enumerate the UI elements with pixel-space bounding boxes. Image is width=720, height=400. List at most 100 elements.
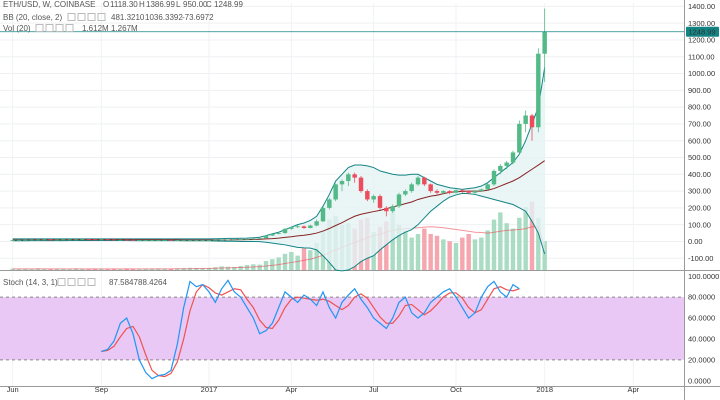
candle-body (352, 174, 357, 178)
bb-close-icon[interactable] (87, 13, 96, 21)
ohlc-low-label: L (176, 0, 181, 9)
candle-body (453, 190, 459, 193)
volume-bar (390, 212, 395, 270)
candle-body (206, 240, 212, 241)
bb-settings-icon[interactable] (77, 13, 86, 21)
price-tick-label: 1400.00 (688, 2, 715, 11)
volume-ma-line (12, 226, 546, 270)
candle-body (92, 239, 98, 241)
volume-bar (301, 248, 307, 270)
stoch-k-value: 87.5847 (109, 278, 138, 287)
candle-body (232, 239, 237, 241)
bb-eye-icon[interactable] (67, 13, 76, 21)
volume-bar (472, 239, 478, 270)
stoch-indicator-label[interactable]: Stoch (14, 3, 1) (3, 278, 58, 287)
volume-bar (510, 228, 516, 270)
price-tick-label: 100.00 (688, 220, 711, 229)
volume-bar (16, 268, 22, 270)
volume-bar (447, 241, 452, 270)
volume-bar (409, 237, 414, 270)
price-tick-label: 1300.00 (688, 19, 715, 28)
candle-body (35, 239, 41, 241)
candle-body (200, 240, 205, 241)
candle-body (42, 239, 47, 241)
candle-body (270, 233, 275, 236)
stoch-close-icon[interactable] (77, 278, 86, 286)
bollinger-band-fill (12, 67, 545, 271)
candle-body (187, 240, 193, 241)
candle-body (403, 191, 408, 195)
stoch-axis[interactable]: 100.0000 80.0000 60.0000 40.0000 20.0000 0.00… (688, 272, 719, 386)
volume-bar (130, 268, 136, 270)
ohlc-close-value: 1248.99 (214, 0, 243, 9)
volume-bar (542, 241, 547, 270)
time-tick-label: Jul (369, 385, 379, 394)
vol-close-icon[interactable] (55, 24, 64, 32)
candle-body (415, 177, 421, 185)
candle-body (295, 226, 300, 228)
volume-bar (396, 225, 402, 270)
stoch-band-fill (0, 297, 684, 360)
bb-indicator-label[interactable]: BB (20, close, 2) (3, 13, 62, 22)
volume-bar (289, 252, 294, 270)
candle-body (29, 239, 34, 241)
candle-body (48, 239, 53, 241)
candle-body (225, 239, 231, 241)
stoch-eye-icon[interactable] (57, 278, 66, 286)
symbol-title[interactable]: ETH/USD, W, COINBASE (3, 0, 95, 9)
candle-body (99, 239, 104, 241)
stoch-tick-label: 60.0000 (688, 314, 715, 323)
candle-body (358, 177, 364, 192)
stoch-more-icon[interactable] (87, 278, 96, 286)
candle-body (263, 235, 269, 239)
volume-bar (200, 268, 205, 270)
candle-body (529, 115, 535, 128)
volume-bar (48, 269, 53, 270)
candle-body (301, 226, 307, 229)
bb-more-icon[interactable] (97, 13, 106, 21)
volume-bar (453, 243, 459, 270)
candle-body (333, 184, 338, 200)
stoch-tick-label: 40.0000 (688, 335, 715, 344)
candle-body (143, 240, 148, 241)
vol-indicator-label[interactable]: Vol (20) (3, 24, 31, 33)
vol-more-icon[interactable] (65, 24, 74, 32)
price-tick-label: 600.00 (688, 136, 711, 145)
candle-body (422, 177, 427, 185)
candle-body (162, 239, 167, 241)
stoch-tick-label: 0.0000 (688, 376, 711, 385)
candle-body (54, 239, 60, 241)
volume-bar (384, 221, 389, 270)
candle-body (320, 207, 326, 222)
vol-indicator-buttons[interactable] (35, 24, 74, 32)
candle-body (523, 115, 528, 124)
time-tick-label: Apr (285, 385, 297, 394)
price-axis[interactable]: 1400.00 1300.00 1200.00 1100.00 1000.00 900.0… (688, 2, 715, 263)
volume-bar (479, 237, 484, 270)
volume-bar (485, 230, 490, 270)
stoch-tick-label: 20.0000 (688, 355, 715, 364)
vol-eye-icon[interactable] (35, 24, 44, 32)
volume-bar (504, 223, 509, 270)
candle-body (510, 152, 516, 163)
vol-settings-icon[interactable] (45, 24, 54, 32)
candlesticks[interactable] (10, 8, 547, 241)
bb-indicator-buttons[interactable] (67, 13, 106, 21)
stoch-settings-icon[interactable] (67, 278, 76, 286)
price-tick-label: 400.00 (688, 170, 711, 179)
time-axis[interactable]: Jun Sep 2017 Apr Jul Oct 2018 Apr (7, 385, 640, 394)
candle-body (10, 240, 15, 241)
candle-body (213, 239, 218, 241)
price-tick-label: 1200.00 (688, 36, 715, 45)
last-price-badge (686, 26, 719, 37)
stoch-d-value: 88.4264 (138, 278, 167, 287)
price-tick-label: -100.00 (688, 254, 713, 263)
volume-bar (295, 255, 300, 270)
price-tick-label: 500.00 (688, 153, 711, 162)
price-tick-label: 1000.00 (688, 69, 715, 78)
stoch-indicator-buttons[interactable] (57, 278, 96, 286)
volume-bar (434, 235, 440, 270)
candle-body (377, 196, 383, 208)
volume-bar (42, 268, 47, 270)
